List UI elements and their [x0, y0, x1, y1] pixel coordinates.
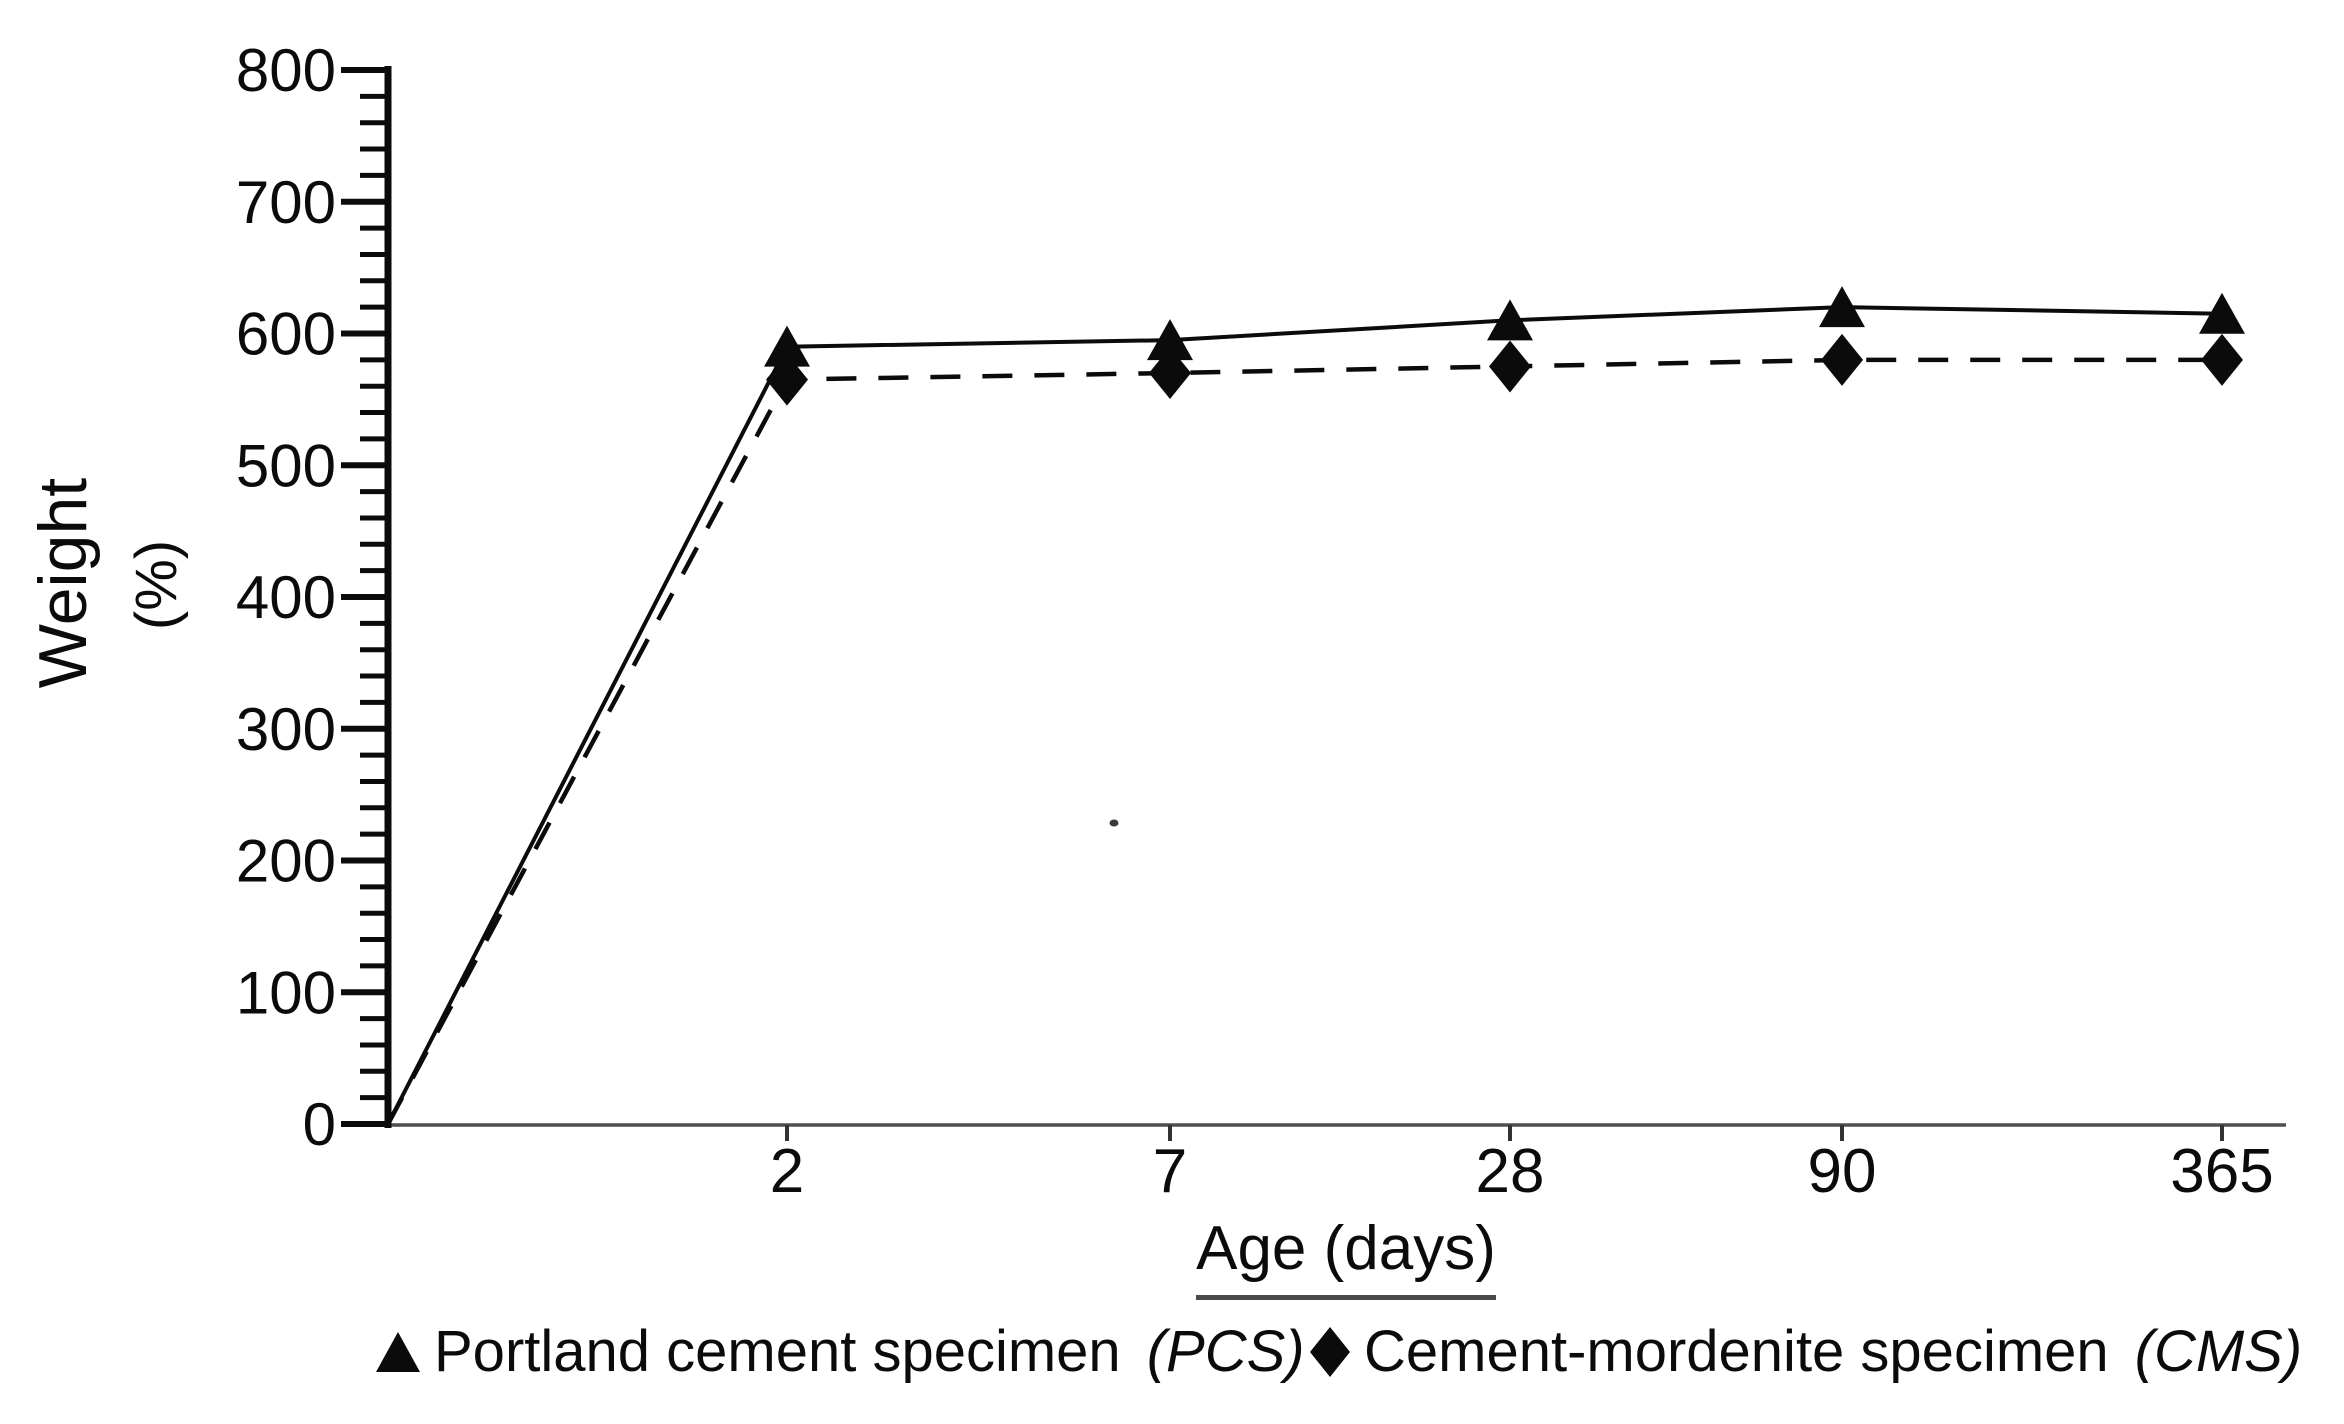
chart-legend: Portland cement specimen (PCS) Cement-mo…	[0, 1316, 2344, 1388]
triangle-data-point-marker	[1487, 299, 1533, 341]
y-tick-label: 700	[236, 169, 336, 236]
y-tick-label: 800	[236, 37, 336, 104]
y-tick-label: 600	[236, 301, 336, 368]
y-tick-label: 400	[236, 564, 336, 631]
legend-label-pcs: Portland cement specimen	[434, 1319, 1121, 1384]
x-tick-label: 2	[770, 1137, 804, 1206]
y-axis-unit-label: (%)	[124, 539, 189, 631]
diamond-data-point-marker	[1489, 340, 1531, 393]
series-line-(CMS)	[386, 357, 2222, 1126]
legend-item-cms: Cement-mordenite specimen (CMS)	[1310, 1316, 2302, 1388]
legend-item-pcs: Portland cement specimen (PCS)	[376, 1316, 1305, 1388]
triangle-marker-icon	[376, 1332, 420, 1372]
x-axis-title: Age (days)	[1196, 1214, 1496, 1301]
triangle-data-point-marker	[1147, 319, 1193, 361]
triangle-data-point-marker	[1819, 286, 1865, 328]
x-tick-label: 365	[2170, 1137, 2273, 1206]
legend-abbr-cms: (CMS)	[2134, 1319, 2303, 1384]
triangle-data-point-marker	[2199, 292, 2245, 334]
y-tick-label: 200	[236, 828, 336, 895]
x-tick-label: 7	[1153, 1137, 1187, 1206]
diamond-data-point-marker	[1821, 333, 1863, 386]
y-tick-label: 300	[236, 696, 336, 763]
legend-abbr-pcs: (PCS)	[1146, 1319, 1305, 1384]
diamond-data-point-marker	[2201, 333, 2243, 386]
y-tick-label: 0	[303, 1091, 336, 1158]
diamond-data-point-marker	[1149, 347, 1191, 400]
x-tick-label: 90	[1808, 1137, 1877, 1206]
legend-label-cms: Cement-mordenite specimen	[1364, 1319, 2109, 1384]
speck-artifact	[1109, 819, 1119, 827]
triangle-data-point-marker	[764, 325, 810, 367]
y-tick-label: 100	[236, 959, 336, 1026]
series-line-(PCS)	[386, 305, 2223, 1125]
y-axis-title: Weight	[25, 477, 101, 689]
y-tick-label: 500	[236, 432, 336, 499]
diamond-marker-icon	[1310, 1327, 1350, 1377]
x-tick-label: 28	[1476, 1137, 1545, 1206]
diamond-data-point-marker	[766, 353, 808, 406]
